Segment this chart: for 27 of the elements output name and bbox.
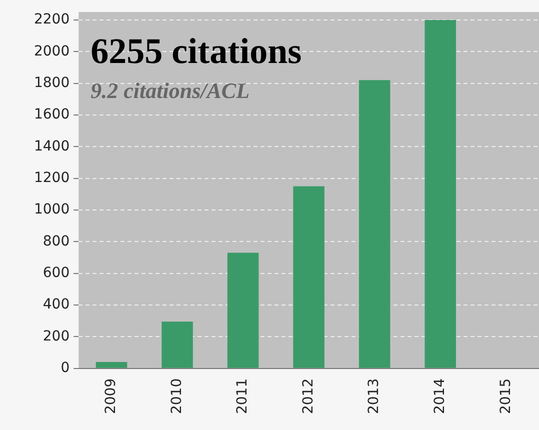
x-tick-label: 2012 bbox=[300, 378, 316, 414]
y-tick-label: 1000 bbox=[34, 202, 70, 218]
text: 9.2 citations/ACL bbox=[90, 78, 250, 103]
y-tick-label: 1200 bbox=[34, 170, 70, 186]
x-tick-label: 2014 bbox=[432, 378, 448, 414]
y-tick-label: 400 bbox=[42, 296, 70, 313]
y-tick-label: 200 bbox=[42, 328, 70, 344]
y-tick-label: 1400 bbox=[34, 138, 70, 154]
y-tick-label: 1600 bbox=[34, 106, 70, 123]
y-tick-label: 600 bbox=[42, 265, 70, 281]
y-tick-label: 1800 bbox=[34, 74, 70, 91]
chart-title: 6255 citations bbox=[90, 31, 302, 71]
bar bbox=[162, 322, 193, 368]
x-tick-label: 2015 bbox=[498, 378, 514, 414]
bar bbox=[424, 20, 456, 368]
x-tick-label: 2009 bbox=[103, 378, 120, 414]
bar bbox=[227, 252, 259, 368]
x-tick-label: 2013 bbox=[366, 378, 382, 414]
y-tick-label: 800 bbox=[42, 233, 70, 250]
y-tick-label: 0 bbox=[60, 360, 70, 376]
bar bbox=[96, 362, 128, 368]
bar bbox=[293, 186, 324, 368]
x-tick-label: 2011 bbox=[234, 378, 251, 414]
y-tick-label: 2000 bbox=[34, 43, 70, 60]
x-tick-label: 2010 bbox=[168, 378, 185, 414]
bar bbox=[358, 80, 390, 368]
y-tick-label: 2200 bbox=[34, 12, 70, 28]
